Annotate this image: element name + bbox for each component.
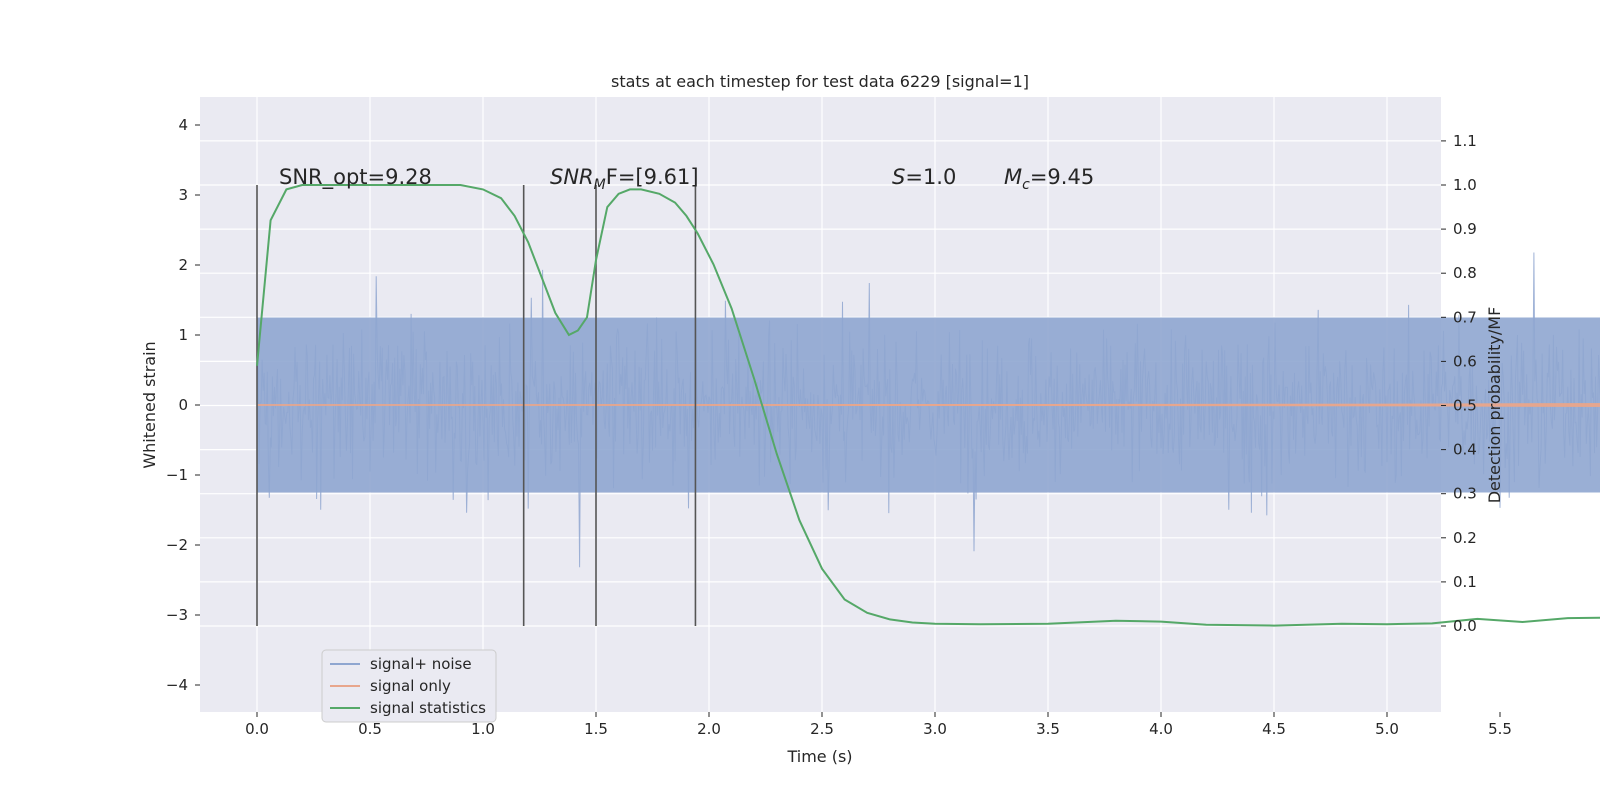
series-signal-statistics <box>256 184 1600 627</box>
x-tick-label: 3.5 <box>1036 720 1060 738</box>
legend: signal+ noise signal only signal statist… <box>321 649 497 723</box>
x-tick-label: 1.0 <box>471 720 495 738</box>
legend-label-signal-statistics: signal statistics <box>370 699 486 717</box>
y-right-tick-label: 0.6 <box>1453 352 1477 370</box>
x-tick-label: 3.0 <box>923 720 947 738</box>
snr-mf-rest: F=[9.61] <box>606 165 699 189</box>
y-right-tick-label: 0.7 <box>1453 308 1477 326</box>
statistics-line <box>256 184 1600 627</box>
y-left-tick-label: −4 <box>166 676 188 694</box>
y-left-tick-label: 1 <box>178 326 188 344</box>
y-right-tick-label: 0.1 <box>1453 573 1477 591</box>
y-right-tick-label: 1.1 <box>1453 132 1477 150</box>
x-tick-label: 5.5 <box>1488 720 1512 738</box>
s-rest: =1.0 <box>905 165 956 189</box>
mc-sub: c <box>1022 177 1030 193</box>
x-tick-label: 0.5 <box>358 720 382 738</box>
mc-main: M <box>1004 165 1022 189</box>
annotation-snr-mf: SNRMF=[9.61] <box>550 165 699 193</box>
x-axis-label: Time (s) <box>786 747 852 766</box>
legend-box <box>321 649 497 723</box>
legend-label-signal-only: signal only <box>370 677 451 695</box>
legend-label-signal-noise: signal+ noise <box>370 655 472 673</box>
y-axis-label-right: Detection probability/MF <box>1485 307 1504 504</box>
x-tick-label: 2.0 <box>697 720 721 738</box>
x-tick-label: 2.5 <box>810 720 834 738</box>
series-signal-only <box>257 402 1600 408</box>
s-main: S <box>892 165 905 189</box>
axis-ticks: 0.00.51.01.52.02.53.03.54.04.55.05.56.06… <box>166 116 1512 738</box>
y-right-tick-label: 0.0 <box>1453 617 1477 635</box>
snr-mf-main: SNR <box>550 165 594 189</box>
y-right-tick-label: 0.4 <box>1453 441 1477 459</box>
annotation-s: S=1.0 <box>892 165 956 189</box>
x-tick-label: 4.0 <box>1149 720 1173 738</box>
annotations: SNR_opt=9.28 SNRMF=[9.61] S=1.0 Mc=9.45 <box>279 165 1094 193</box>
y-left-tick-label: −2 <box>166 536 188 554</box>
snr-mf-sub: M <box>594 177 606 193</box>
annotation-snr-opt: SNR_opt=9.28 <box>279 165 432 190</box>
y-left-tick-label: −3 <box>166 606 188 624</box>
y-left-tick-label: 4 <box>178 116 188 134</box>
y-right-tick-label: 0.2 <box>1453 529 1477 547</box>
x-tick-label: 1.5 <box>584 720 608 738</box>
x-tick-label: 4.5 <box>1262 720 1286 738</box>
y-left-tick-label: −1 <box>166 466 188 484</box>
y-right-tick-label: 0.9 <box>1453 220 1477 238</box>
x-tick-label: 0.0 <box>245 720 269 738</box>
y-left-tick-label: 3 <box>178 186 188 204</box>
y-right-tick-label: 0.5 <box>1453 397 1477 415</box>
mc-rest: =9.45 <box>1030 165 1094 189</box>
y-left-tick-label: 0 <box>178 396 188 414</box>
annotation-mc: Mc=9.45 <box>1004 165 1094 193</box>
x-tick-label: 5.0 <box>1375 720 1399 738</box>
y-left-tick-label: 2 <box>178 256 188 274</box>
chart-title: stats at each timestep for test data 622… <box>611 72 1029 91</box>
y-right-tick-label: 0.3 <box>1453 485 1477 503</box>
y-right-tick-label: 0.8 <box>1453 264 1477 282</box>
y-axis-label-left: Whitened strain <box>140 341 159 468</box>
y-right-tick-label: 1.0 <box>1453 176 1477 194</box>
